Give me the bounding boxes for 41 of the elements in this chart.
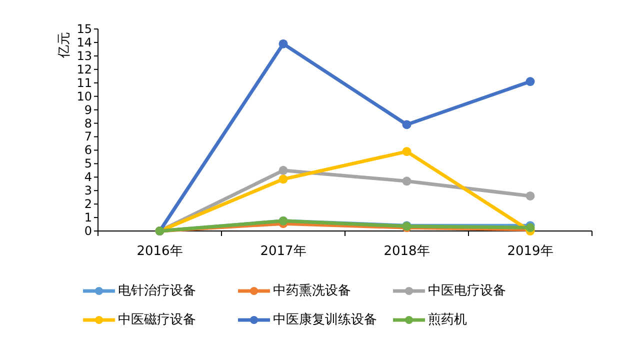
y-axis-title: 亿元 (57, 32, 72, 59)
legend-label: 中药熏洗设备 (273, 284, 351, 298)
y-tick-label: 2 (84, 197, 92, 212)
y-tick-label: 8 (84, 116, 92, 130)
legend-label: 电针治疗设备 (118, 284, 196, 298)
x-tick-label: 2016年 (136, 244, 183, 259)
y-tick-label: 13 (76, 48, 92, 63)
x-tick-label: 2017年 (260, 244, 306, 259)
y-tick-label: 9 (84, 102, 92, 117)
y-tick-label: 4 (84, 170, 92, 184)
point (402, 147, 412, 156)
y-tick-label: 10 (76, 89, 92, 104)
legend-中药熏洗设备: 中药熏洗设备 (238, 284, 351, 298)
y-tick-label: 5 (84, 156, 92, 171)
y-tick-label: 12 (76, 62, 92, 76)
legend-中医电疗设备: 中医电疗设备 (393, 284, 506, 298)
x-tick-label: 2018年 (384, 244, 430, 259)
y-tick-label: 3 (84, 184, 92, 198)
y-tick-label: 6 (84, 143, 92, 158)
point (402, 120, 412, 130)
y-tick-label: 0 (84, 224, 92, 238)
y-tick-label: 14 (76, 35, 92, 50)
point (278, 166, 288, 175)
y-tick-label: 7 (84, 130, 92, 144)
point (402, 176, 412, 186)
y-tick-label: 15 (76, 22, 92, 36)
legend-中医磁疗设备: 中医磁疗设备 (83, 312, 196, 328)
point (278, 39, 288, 48)
x-tick-label: 2019年 (507, 244, 554, 259)
point (526, 77, 535, 86)
legend-label: 中医康复训练设备 (273, 312, 377, 328)
y-tick-label: 11 (76, 76, 92, 90)
point (526, 191, 535, 200)
point (278, 174, 288, 184)
legend-label: 煎药机 (428, 312, 467, 328)
legend-煎药机: 煎药机 (393, 312, 467, 328)
legend-电针治疗设备: 电针治疗设备 (83, 284, 196, 298)
legend-label: 中医磁疗设备 (118, 312, 196, 328)
legend-中医康复训练设备: 中医康复训练设备 (238, 312, 377, 328)
legend-label: 中医电疗设备 (428, 284, 506, 298)
y-tick-label: 1 (84, 210, 92, 225)
